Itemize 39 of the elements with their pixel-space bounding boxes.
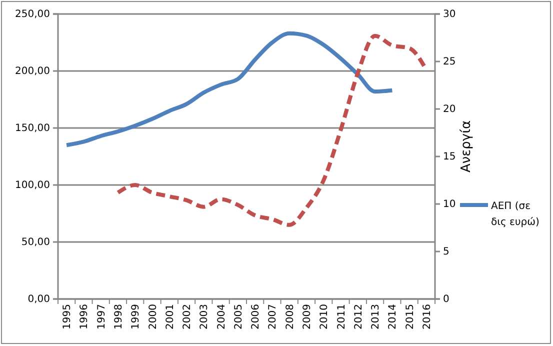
y2-tick-label: 20 [443, 104, 456, 116]
x-tick-label: 2007 [268, 304, 279, 330]
y2-tick-label: 30 [443, 9, 456, 20]
x-tick-label: 2009 [302, 304, 313, 330]
line-series [64, 31, 394, 148]
x-tick-label: 1999 [130, 304, 142, 330]
x-tick-label: 2002 [182, 304, 194, 330]
x-tick-label: 2011 [336, 304, 348, 330]
x-tick-label: 2000 [148, 304, 159, 330]
y2-tick-label: 25 [443, 56, 456, 68]
x-tick-label: 2004 [216, 304, 228, 330]
y-tick-label: 150,00 [15, 123, 50, 134]
y-tick-label: 250,00 [15, 9, 50, 20]
x-tick-label: 2001 [164, 304, 176, 330]
x-tick-label: 1997 [96, 304, 108, 330]
y2-tick-label: 5 [443, 246, 450, 258]
x-tick-label: 2010 [319, 304, 330, 330]
x-tick-label: 2016 [422, 304, 433, 330]
x-tick-label: 2013 [370, 304, 382, 330]
line-series [116, 34, 428, 227]
y-tick-label: 100,00 [15, 180, 50, 192]
x-tick-label: 2003 [199, 304, 210, 330]
x-tick-label: 1995 [62, 304, 74, 330]
x-tick-label: 1996 [79, 304, 90, 330]
x-tick-label: 1998 [113, 304, 124, 330]
x-tick-label: 2012 [353, 304, 364, 330]
x-tick-label: 2015 [404, 304, 416, 330]
y-tick-label: 200,00 [15, 66, 50, 78]
x-tick-label: 2006 [250, 304, 262, 330]
x-tick-label: 2014 [388, 304, 399, 330]
y-tick-label: 50,00 [21, 237, 50, 248]
x-tick-label: 2008 [284, 304, 296, 330]
legend-label: ΑΕΠ (σε δις ευρώ) [491, 201, 540, 228]
y-tick-label: 0,00 [28, 294, 50, 306]
y2-axis-title: Ανεργία [459, 120, 474, 173]
y2-tick-label: 15 [443, 152, 456, 163]
y2-tick-label: 10 [443, 199, 456, 210]
x-tick-label: 2005 [233, 304, 244, 330]
y2-tick-label: 0 [443, 294, 450, 306]
